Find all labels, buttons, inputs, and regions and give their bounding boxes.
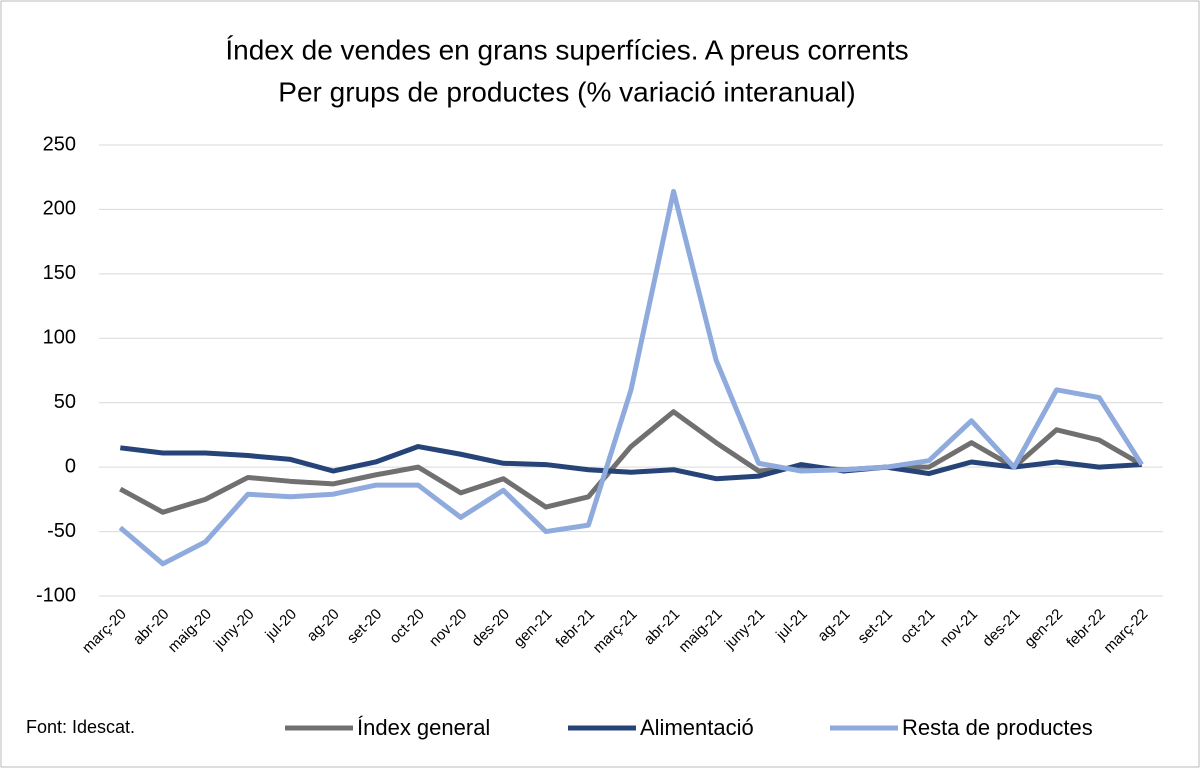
data-line <box>118 188 1144 567</box>
y-tick-label: 50 <box>54 391 76 413</box>
y-tick-label: 200 <box>43 198 76 220</box>
y-tick-label: -100 <box>36 584 76 606</box>
data-line <box>119 409 1143 515</box>
y-tick-label: 0 <box>65 455 76 477</box>
chart-title: Índex de vendes en grans superfícies. A … <box>225 34 908 65</box>
chart-subtitle: Per grups de productes (% variació inter… <box>278 76 855 107</box>
legend-label: Índex general <box>357 715 490 740</box>
y-tick-label: 100 <box>43 327 76 349</box>
y-tick-label: 250 <box>43 133 76 155</box>
y-tick-label: 150 <box>43 262 76 284</box>
legend-label: Resta de productes <box>902 715 1093 740</box>
source-note: Font: Idescat. <box>26 717 135 737</box>
y-tick-label: -50 <box>47 520 76 542</box>
data-line <box>119 444 1142 482</box>
legend-label: Alimentació <box>640 715 754 740</box>
